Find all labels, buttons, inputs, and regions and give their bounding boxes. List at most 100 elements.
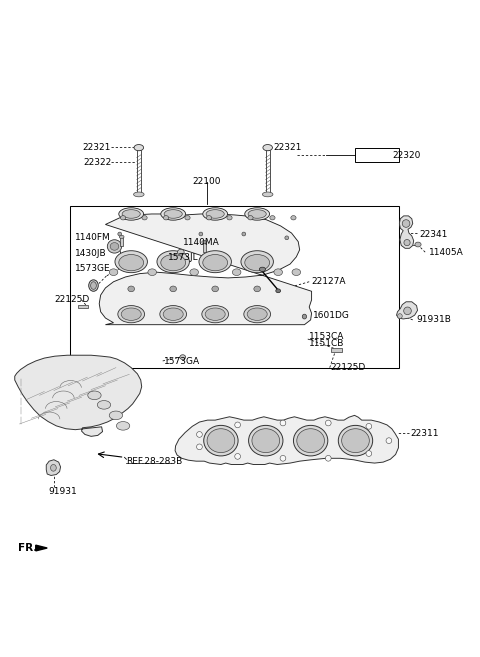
Ellipse shape [263,192,273,197]
Ellipse shape [274,269,282,275]
Text: 91931B: 91931B [417,315,452,325]
Ellipse shape [404,240,410,246]
Ellipse shape [276,289,281,293]
Text: 22127A: 22127A [312,277,346,286]
Ellipse shape [291,215,296,220]
Ellipse shape [119,254,144,271]
Ellipse shape [241,251,274,273]
Polygon shape [399,216,414,248]
Text: 1140MA: 1140MA [183,238,219,247]
Ellipse shape [244,306,271,323]
Ellipse shape [280,420,286,426]
Text: 22125D: 22125D [54,296,89,304]
Text: 22341: 22341 [419,229,447,238]
Text: 1151CB: 1151CB [309,339,345,348]
Bar [137,150,141,193]
Text: 1140FM: 1140FM [75,233,111,242]
Ellipse shape [206,215,212,220]
Ellipse shape [118,306,144,323]
Text: 22320: 22320 [393,151,421,160]
Ellipse shape [134,145,144,150]
Polygon shape [15,355,142,436]
Ellipse shape [386,438,392,443]
Ellipse shape [202,240,206,244]
Ellipse shape [199,251,231,273]
Ellipse shape [115,251,147,273]
Ellipse shape [180,355,186,359]
Bar [356,148,399,162]
Ellipse shape [108,240,121,253]
Ellipse shape [212,286,218,292]
Ellipse shape [50,464,56,471]
Bar [70,206,399,368]
Ellipse shape [342,429,369,453]
Ellipse shape [259,267,265,271]
Ellipse shape [248,210,266,218]
Bar [203,242,205,252]
Text: 91931: 91931 [48,487,77,496]
Ellipse shape [121,308,141,321]
Ellipse shape [206,210,224,218]
Ellipse shape [404,307,411,315]
Ellipse shape [242,232,246,236]
Ellipse shape [88,391,101,399]
Polygon shape [36,545,47,551]
Polygon shape [175,415,398,464]
Polygon shape [46,460,60,476]
Text: 1601DG: 1601DG [312,311,349,320]
Ellipse shape [254,286,261,292]
Ellipse shape [197,432,202,438]
Text: 1573GA: 1573GA [164,357,200,367]
Ellipse shape [203,254,228,271]
Ellipse shape [197,444,202,449]
Text: 11405A: 11405A [429,248,463,257]
Ellipse shape [249,425,283,456]
Ellipse shape [203,208,228,220]
Ellipse shape [128,286,134,292]
Ellipse shape [109,269,118,275]
Text: 22125D: 22125D [331,363,366,372]
Ellipse shape [402,219,410,227]
Ellipse shape [227,215,232,220]
Ellipse shape [148,269,156,275]
Polygon shape [99,214,312,325]
Ellipse shape [122,210,140,218]
Ellipse shape [190,269,199,275]
Ellipse shape [245,254,270,271]
Ellipse shape [204,425,238,456]
Text: 22321: 22321 [274,143,302,152]
Text: 1430JB: 1430JB [75,248,107,258]
Ellipse shape [161,208,186,220]
Ellipse shape [247,308,267,321]
Ellipse shape [263,145,273,150]
Ellipse shape [164,210,182,218]
Text: 22322: 22322 [83,158,111,167]
Bar [120,237,123,246]
Ellipse shape [252,429,280,453]
Ellipse shape [235,422,240,428]
Text: 22100: 22100 [192,177,221,186]
Ellipse shape [133,192,144,197]
Ellipse shape [119,235,124,238]
Ellipse shape [205,308,225,321]
Text: 22311: 22311 [411,429,439,438]
Text: 1573GE: 1573GE [75,264,111,273]
Bar [265,150,270,193]
Text: FR.: FR. [18,543,37,553]
Ellipse shape [285,236,288,240]
Polygon shape [396,302,418,319]
Ellipse shape [89,280,98,291]
Ellipse shape [178,249,184,255]
Text: 22321: 22321 [83,143,111,152]
Ellipse shape [366,424,372,429]
Ellipse shape [97,401,111,409]
Ellipse shape [170,286,177,292]
Text: 1153CA: 1153CA [309,332,345,340]
Ellipse shape [116,422,130,430]
Ellipse shape [338,425,372,456]
Ellipse shape [160,306,187,323]
Ellipse shape [293,425,328,456]
Ellipse shape [207,429,235,453]
Ellipse shape [119,208,144,220]
Bar [331,348,342,352]
